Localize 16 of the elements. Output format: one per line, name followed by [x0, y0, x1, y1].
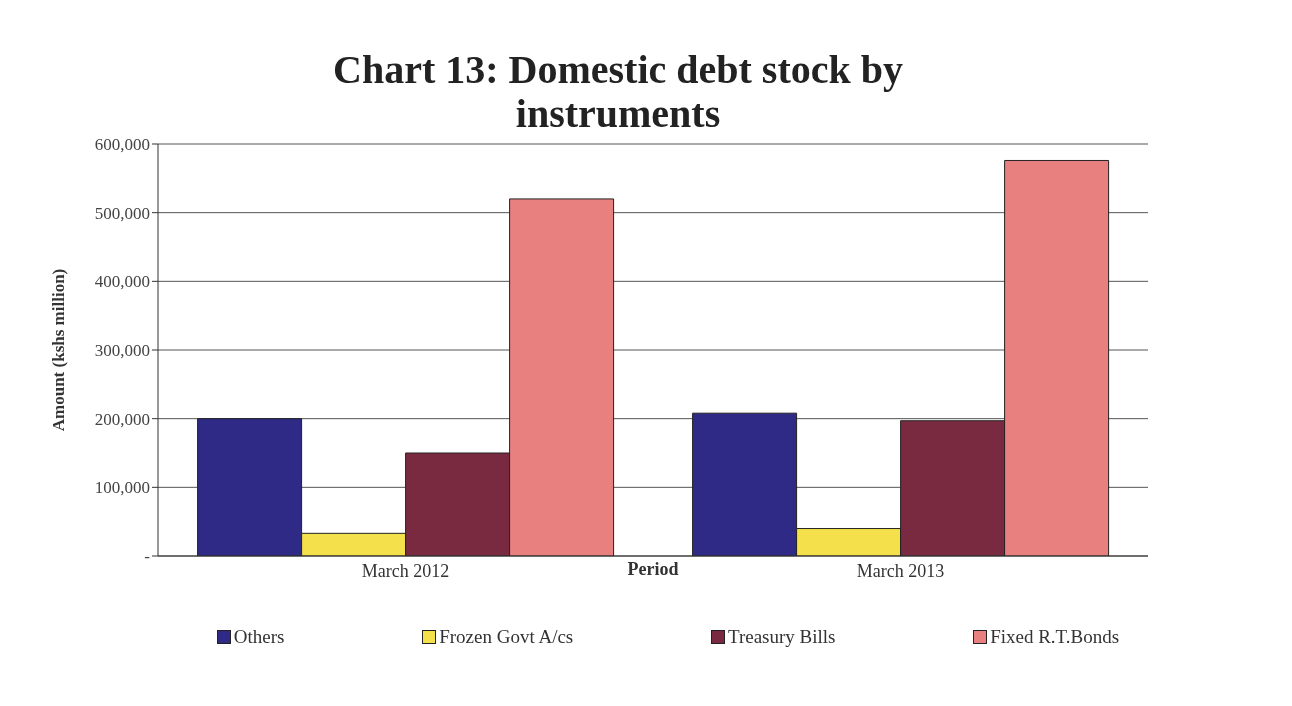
y-tick-label: 600,000	[94, 135, 150, 155]
y-tick-label: 500,000	[94, 203, 150, 223]
y-tick-label: -	[144, 547, 151, 567]
x-tick-label: March 2012	[361, 560, 450, 581]
x-tick-label: March 2013	[856, 560, 945, 581]
y-tick-label: 200,000	[94, 409, 150, 429]
legend-label: Frozen Govt A/cs	[438, 626, 574, 648]
y-axis-title: Amount (kshs million)	[49, 268, 69, 432]
y-tick-label: 400,000	[94, 272, 150, 292]
legend-label: Others	[232, 626, 285, 648]
y-tick-label: 100,000	[94, 478, 150, 498]
y-tick-label: 300,000	[94, 341, 150, 361]
legend-label: Fixed R.T.Bonds	[989, 626, 1120, 648]
chart-title: Chart 13: Domestic debt stock by instruments	[332, 46, 904, 136]
x-axis-title: Period	[627, 558, 679, 579]
legend-label: Treasury Bills	[726, 626, 836, 648]
